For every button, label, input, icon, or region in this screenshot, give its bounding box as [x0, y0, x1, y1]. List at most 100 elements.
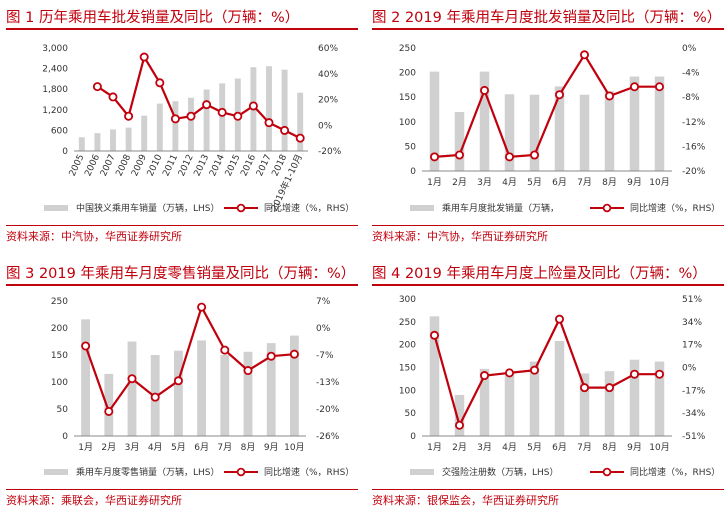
line-point: [150, 392, 160, 402]
y-left-tick-label: 0: [62, 432, 68, 442]
y-right-tick-label: 51%: [682, 295, 702, 305]
bar: [429, 316, 440, 436]
y-left-tick-label: 100: [399, 118, 416, 128]
y-right-tick-label: -7%: [316, 351, 334, 361]
bar: [104, 373, 114, 436]
y-left-tick-label: 0: [410, 167, 416, 177]
bar: [266, 343, 276, 436]
x-tick-label: 5月: [171, 442, 186, 453]
y-right-tick-label: -4%: [682, 69, 700, 79]
bar: [429, 71, 440, 171]
y-left-tick-label: 200: [51, 324, 68, 334]
y-right-tick-label: 0%: [316, 324, 331, 334]
line-point: [202, 100, 212, 110]
line-point: [554, 314, 564, 324]
x-tick-label: 3月: [477, 177, 492, 188]
y-left-tick-label: 2,400: [42, 65, 68, 75]
y-right-tick-label: -8%: [682, 93, 700, 103]
series-line: [84, 304, 295, 414]
source-rule-1: [6, 225, 358, 226]
bar: [579, 94, 590, 171]
y-right-tick-label: -20%: [682, 167, 706, 177]
x-tick-label: 2月: [452, 442, 467, 453]
chart-1: 06001,2001,8002,4003,000-20%0%20%40%60%2…: [42, 44, 354, 214]
y-right-tick-label: -17%: [682, 386, 706, 396]
y-left-tick-label: 100: [51, 378, 68, 388]
legend-label: 交强险注册数（万辆，LHS）: [442, 466, 559, 478]
chart-title-3: 图 3 2019 年乘用车月度零售销量及同比（万辆：%）: [6, 266, 356, 282]
bar: [281, 69, 288, 151]
y-left-tick-label: 50: [57, 405, 69, 415]
x-tick-label: 4月: [502, 177, 517, 188]
legend-label: 同比增速（%，RHS）: [630, 202, 720, 214]
bar: [479, 368, 490, 436]
x-tick-label: 4月: [148, 442, 163, 453]
chart-source-4: 资料来源：银保监会，华西证券研究所: [372, 494, 559, 507]
x-tick-label: 6月: [552, 442, 567, 453]
x-tick-label: 7月: [577, 442, 592, 453]
line-point: [266, 351, 276, 361]
x-tick-label: 2月: [452, 177, 467, 188]
line-point: [173, 376, 183, 386]
bar: [604, 91, 615, 171]
bar: [110, 129, 116, 151]
y-right-tick-label: -51%: [682, 432, 706, 442]
bar: [188, 97, 194, 151]
line-point: [220, 345, 230, 355]
y-right-tick-label: -26%: [316, 432, 340, 442]
bar: [554, 341, 565, 436]
line-point: [197, 302, 207, 312]
bar: [203, 89, 210, 151]
bar: [289, 335, 299, 436]
legend-bar-swatch: [44, 469, 68, 475]
bar: [529, 94, 540, 171]
x-tick-label: 10月: [284, 442, 304, 453]
line-point: [579, 50, 589, 60]
y-right-tick-label: -34%: [682, 409, 706, 419]
line-point: [81, 341, 91, 351]
legend-label: 中国狭义乘用车销量（万辆，LHS）: [76, 202, 220, 214]
line-point: [170, 114, 180, 124]
line-point: [654, 369, 664, 379]
y-right-tick-label: -16%: [682, 142, 706, 152]
y-left-tick-label: 100: [399, 386, 416, 396]
y-right-tick-label: 0%: [682, 44, 697, 54]
bar: [78, 137, 85, 151]
y-left-tick-label: 200: [399, 69, 416, 79]
series-line: [433, 316, 660, 429]
x-tick-label: 7月: [217, 442, 232, 453]
bar: [127, 341, 137, 436]
x-tick-label: 9月: [627, 442, 642, 453]
line-point: [186, 111, 196, 121]
x-tick-label: 6月: [194, 442, 209, 453]
x-tick-label: 10月: [649, 442, 669, 453]
line-point: [280, 125, 290, 135]
x-tick-label: 1月: [427, 442, 442, 453]
bar: [141, 115, 148, 151]
x-tick-label: 9月: [264, 442, 279, 453]
bar: [219, 83, 226, 151]
line-point: [629, 82, 639, 92]
legend-line-marker: [602, 467, 612, 477]
line-point: [554, 90, 564, 100]
y-left-tick-label: 50: [405, 409, 417, 419]
x-tick-label: 8月: [602, 177, 617, 188]
bar: [173, 350, 183, 436]
y-left-tick-label: 250: [51, 297, 68, 307]
y-left-tick-label: 250: [399, 44, 416, 54]
line-point: [104, 406, 114, 416]
chart-panel-3: 图 3 2019 年乘用车月度零售销量及同比（万辆：%） 0 50 100 150 20…: [6, 262, 358, 512]
y-right-tick-label: -13%: [316, 378, 340, 388]
bar: [94, 133, 101, 151]
y-right-tick-label: 0%: [318, 121, 333, 131]
chart-source-2: 资料来源：中汽协，华西证券研究所: [372, 230, 548, 243]
line-point: [480, 371, 490, 381]
line-point: [504, 368, 514, 378]
line-point: [480, 85, 490, 95]
bar: [243, 351, 253, 436]
line-point: [289, 349, 299, 359]
bar: [172, 101, 179, 151]
line-point: [92, 82, 102, 92]
source-rule-4: [372, 489, 724, 490]
line-point: [233, 111, 243, 121]
